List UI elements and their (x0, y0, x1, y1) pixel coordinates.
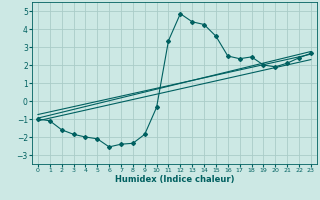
X-axis label: Humidex (Indice chaleur): Humidex (Indice chaleur) (115, 175, 234, 184)
